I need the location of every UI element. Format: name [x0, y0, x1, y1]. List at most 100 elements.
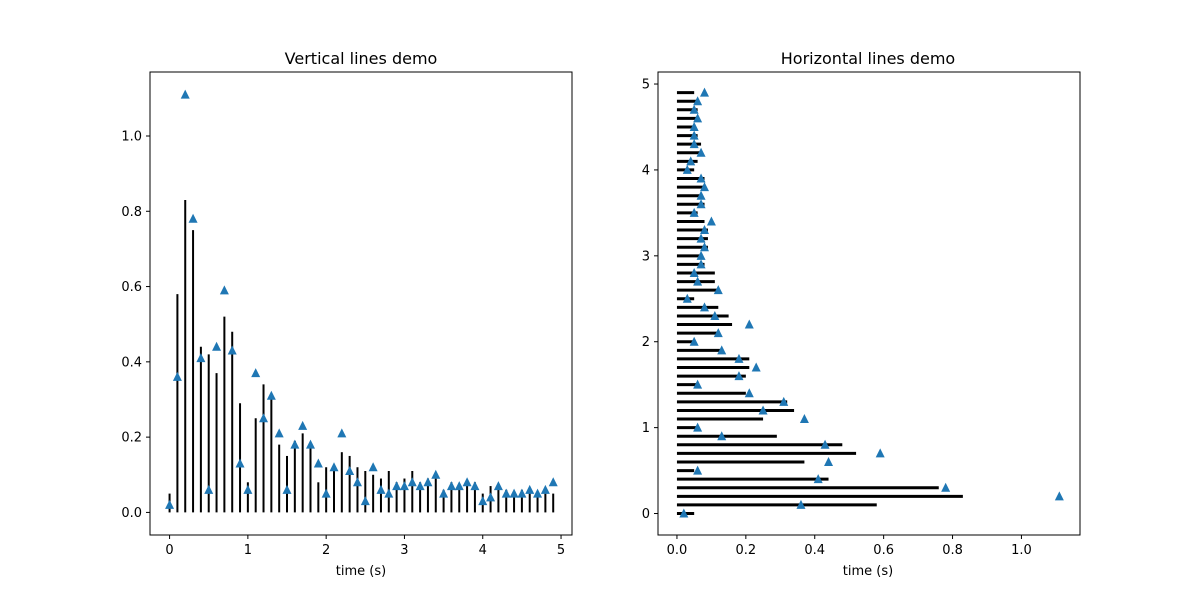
- triangle-marker: [360, 496, 370, 506]
- triangle-marker: [540, 484, 550, 494]
- triangle-marker: [717, 431, 727, 441]
- triangle-marker: [368, 462, 378, 472]
- left-x-axis: 0 1 2 3 4 5: [165, 535, 565, 558]
- triangle-marker: [251, 368, 261, 378]
- y-tick-label: 0.2: [121, 431, 142, 446]
- triangle-marker: [744, 388, 754, 398]
- triangle-marker: [696, 190, 706, 200]
- triangle-marker: [431, 469, 441, 479]
- y-tick-label: 5: [642, 78, 650, 93]
- triangle-marker: [779, 396, 789, 406]
- triangle-marker: [682, 164, 692, 174]
- triangle-marker: [462, 477, 472, 487]
- triangle-marker: [525, 484, 535, 494]
- triangle-marker: [376, 484, 386, 494]
- triangle-marker: [700, 242, 710, 252]
- triangle-marker: [407, 477, 417, 487]
- triangle-marker: [446, 481, 456, 491]
- x-tick-label: 2: [322, 543, 330, 558]
- triangle-marker: [392, 481, 402, 491]
- triangle-marker: [693, 465, 703, 475]
- x-tick-label: 0.0: [667, 543, 688, 558]
- y-tick-label: 0.4: [121, 355, 142, 370]
- triangle-marker: [689, 268, 699, 278]
- triangle-marker: [486, 492, 496, 502]
- triangle-marker: [686, 156, 696, 166]
- triangle-marker: [454, 481, 464, 491]
- triangle-marker: [548, 477, 558, 487]
- triangle-marker: [493, 481, 503, 491]
- y-tick-label: 0.0: [121, 506, 142, 521]
- triangle-marker: [758, 405, 768, 415]
- triangle-marker: [799, 414, 809, 424]
- horizontal-lines-panel: Horizontal lines demo 0.0 0.2 0.4 0.6 0.8 1.0…: [642, 49, 1081, 579]
- triangle-marker: [470, 481, 480, 491]
- triangle-marker: [337, 428, 347, 438]
- triangle-marker: [700, 182, 710, 192]
- triangle-marker: [700, 87, 710, 97]
- triangle-marker: [820, 439, 830, 449]
- triangle-marker: [710, 310, 720, 320]
- triangle-marker: [941, 482, 951, 492]
- triangle-marker: [306, 439, 316, 449]
- triangle-marker: [696, 250, 706, 260]
- triangle-marker: [744, 319, 754, 329]
- triangle-marker: [172, 371, 182, 381]
- triangle-marker: [700, 302, 710, 312]
- triangle-marker: [165, 499, 175, 509]
- triangle-marker: [509, 488, 519, 498]
- left-axes-frame: [149, 71, 573, 536]
- triangle-marker: [689, 336, 699, 346]
- triangle-marker: [875, 448, 885, 458]
- triangle-marker: [212, 341, 222, 351]
- triangle-marker: [700, 225, 710, 235]
- triangle-marker: [196, 353, 206, 363]
- y-tick-label: 0.6: [121, 280, 142, 295]
- triangle-marker: [1054, 491, 1064, 501]
- x-tick-label: 1: [244, 543, 252, 558]
- triangle-marker: [696, 173, 706, 183]
- triangle-marker: [266, 390, 276, 400]
- y-tick-label: 3: [642, 249, 650, 264]
- y-tick-label: 1.0: [121, 129, 142, 144]
- y-tick-label: 4: [642, 163, 650, 178]
- triangle-marker: [274, 428, 284, 438]
- triangle-marker: [693, 113, 703, 123]
- triangle-marker: [689, 121, 699, 131]
- triangle-marker: [693, 276, 703, 286]
- triangle-marker: [693, 96, 703, 106]
- triangle-marker: [180, 89, 190, 99]
- triangle-marker: [533, 488, 543, 498]
- triangle-marker: [706, 216, 716, 226]
- triangle-marker: [219, 285, 229, 295]
- triangle-marker: [423, 477, 433, 487]
- triangle-marker: [321, 488, 331, 498]
- left-x-axis-label: time (s): [336, 564, 386, 579]
- triangle-marker: [313, 458, 323, 468]
- triangle-marker: [696, 147, 706, 157]
- triangle-marker: [734, 353, 744, 363]
- right-axes-frame: [657, 71, 1081, 536]
- triangle-marker: [517, 488, 527, 498]
- triangle-marker: [813, 474, 823, 484]
- triangle-marker: [734, 371, 744, 381]
- y-tick-label: 0: [642, 507, 650, 522]
- triangle-marker: [329, 462, 339, 472]
- x-tick-label: 0: [165, 543, 173, 558]
- triangle-marker: [352, 477, 362, 487]
- x-tick-label: 5: [557, 543, 565, 558]
- left-chart-title: Vertical lines demo: [285, 49, 438, 68]
- x-tick-label: 0.4: [804, 543, 825, 558]
- triangle-marker: [227, 345, 237, 355]
- right-chart-title: Horizontal lines demo: [781, 49, 955, 68]
- triangle-marker: [478, 496, 488, 506]
- triangle-marker: [689, 130, 699, 140]
- triangle-marker: [796, 499, 806, 509]
- triangle-marker: [439, 488, 449, 498]
- right-x-axis-label: time (s): [843, 564, 893, 579]
- triangle-marker: [345, 466, 355, 476]
- x-tick-label: 3: [400, 543, 408, 558]
- triangle-marker: [204, 484, 214, 494]
- x-tick-label: 4: [479, 543, 487, 558]
